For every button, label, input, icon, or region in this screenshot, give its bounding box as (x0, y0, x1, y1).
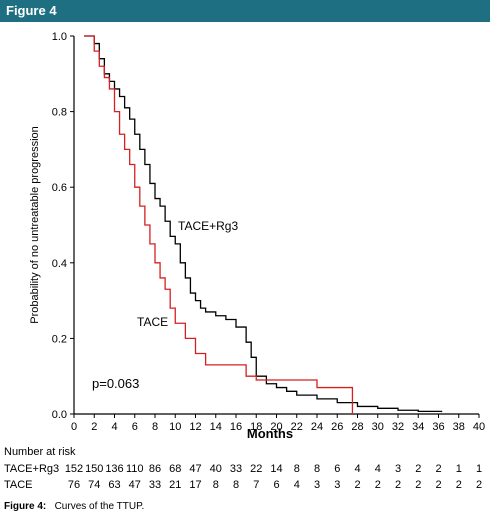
y-tick-label: 0.6 (52, 182, 67, 194)
risk-cell: 2 (354, 479, 361, 491)
risk-cell: 17 (189, 479, 202, 491)
risk-cell: 4 (354, 463, 361, 475)
risk-cell: 22 (250, 463, 263, 475)
y-tick-label: 1.0 (52, 31, 67, 43)
risk-cell: 74 (88, 479, 101, 491)
risk-cell: 2 (415, 463, 422, 475)
risk-cell: 2 (415, 479, 422, 491)
x-tick-label: 24 (311, 421, 323, 433)
x-tick-label: 40 (473, 421, 485, 433)
figure-caption: Figure 4: Curves of the TTUP. (4, 501, 144, 512)
series-label-tace-rg3: TACE+Rg3 (178, 219, 238, 233)
risk-cell: 33 (148, 479, 162, 491)
risk-cell: 76 (67, 479, 81, 491)
risk-cell: 152 (64, 463, 84, 475)
x-tick-label: 16 (230, 421, 242, 433)
x-tick-label: 34 (412, 421, 424, 433)
risk-table-title: Number at risk (4, 446, 76, 458)
risk-cell: 8 (212, 479, 219, 491)
risk-cell: 3 (313, 479, 321, 491)
x-tick-label: 10 (169, 421, 181, 433)
x-tick-label: 4 (111, 421, 117, 433)
km-chart: Probability of no untreatable progressio… (29, 31, 485, 441)
risk-cell: 150 (85, 463, 104, 475)
x-tick-label: 20 (270, 421, 282, 433)
series-label-tace: TACE (137, 315, 168, 329)
risk-row-label: TACE (4, 479, 33, 491)
survival-curve-tace (84, 35, 354, 414)
x-tick-label: 30 (372, 421, 384, 433)
survival-curve-tace-rg3 (84, 35, 443, 413)
x-tick-label: 8 (152, 421, 158, 433)
figure-title: Figure 4 (6, 3, 57, 18)
risk-cell: 7 (253, 479, 260, 491)
x-tick-label: 18 (250, 421, 262, 433)
x-tick-label: 2 (91, 421, 97, 433)
x-tick-label: 26 (331, 421, 343, 433)
risk-cell: 40 (209, 463, 222, 475)
risk-cell: 6 (273, 479, 280, 491)
risk-cell: 3 (334, 479, 341, 491)
x-tick-label: 38 (453, 421, 465, 433)
risk-cell: 2 (435, 479, 442, 491)
caption-label: Figure 4: (4, 501, 47, 512)
x-axis-label: Months (247, 426, 293, 441)
risk-cell: 8 (232, 479, 240, 491)
caption-text: Curves of the TTUP. (54, 501, 145, 512)
risk-cell: 3 (394, 463, 402, 475)
risk-cell: 63 (108, 479, 121, 491)
risk-cell: 68 (169, 463, 182, 475)
x-tick-label: 12 (189, 421, 201, 433)
risk-row-label: TACE+Rg3 (4, 463, 60, 475)
risk-cell: 33 (229, 463, 243, 475)
x-tick-label: 36 (432, 421, 444, 433)
p-value-annotation: p=0.063 (92, 376, 139, 391)
risk-cell: 47 (189, 463, 202, 475)
risk-cell: 8 (313, 463, 321, 475)
risk-cell: 2 (394, 479, 402, 491)
risk-cell: 14 (270, 463, 283, 475)
y-tick-label: 0.2 (52, 333, 67, 345)
risk-cell: 1 (475, 463, 483, 475)
risk-cell: 47 (128, 479, 141, 491)
x-tick-label: 28 (351, 421, 363, 433)
figure-header: Figure 4 (0, 0, 490, 22)
x-tick-label: 6 (132, 421, 138, 433)
risk-cell: 2 (475, 479, 483, 491)
risk-cell: 6 (334, 463, 341, 475)
risk-cell: 4 (293, 479, 300, 491)
risk-cell: 136 (105, 463, 124, 475)
y-tick-label: 0.4 (52, 258, 67, 270)
x-tick-label: 0 (71, 421, 77, 433)
x-tick-label: 32 (392, 421, 404, 433)
y-axis-label: Probability of no untreatable progressio… (29, 126, 41, 324)
risk-cell: 110 (125, 463, 144, 475)
y-tick-label: 0.0 (52, 409, 67, 421)
risk-cell: 2 (455, 479, 462, 491)
risk-cell: 8 (293, 463, 300, 475)
x-tick-label: 14 (210, 421, 222, 433)
risk-cell: 2 (435, 463, 442, 475)
risk-cell: 21 (169, 479, 182, 491)
risk-cell: 4 (374, 463, 381, 475)
x-tick-label: 22 (291, 421, 303, 433)
risk-cell: 2 (374, 479, 381, 491)
risk-cell: 86 (148, 463, 162, 475)
y-tick-label: 0.8 (52, 107, 67, 119)
risk-cell: 1 (455, 463, 462, 475)
